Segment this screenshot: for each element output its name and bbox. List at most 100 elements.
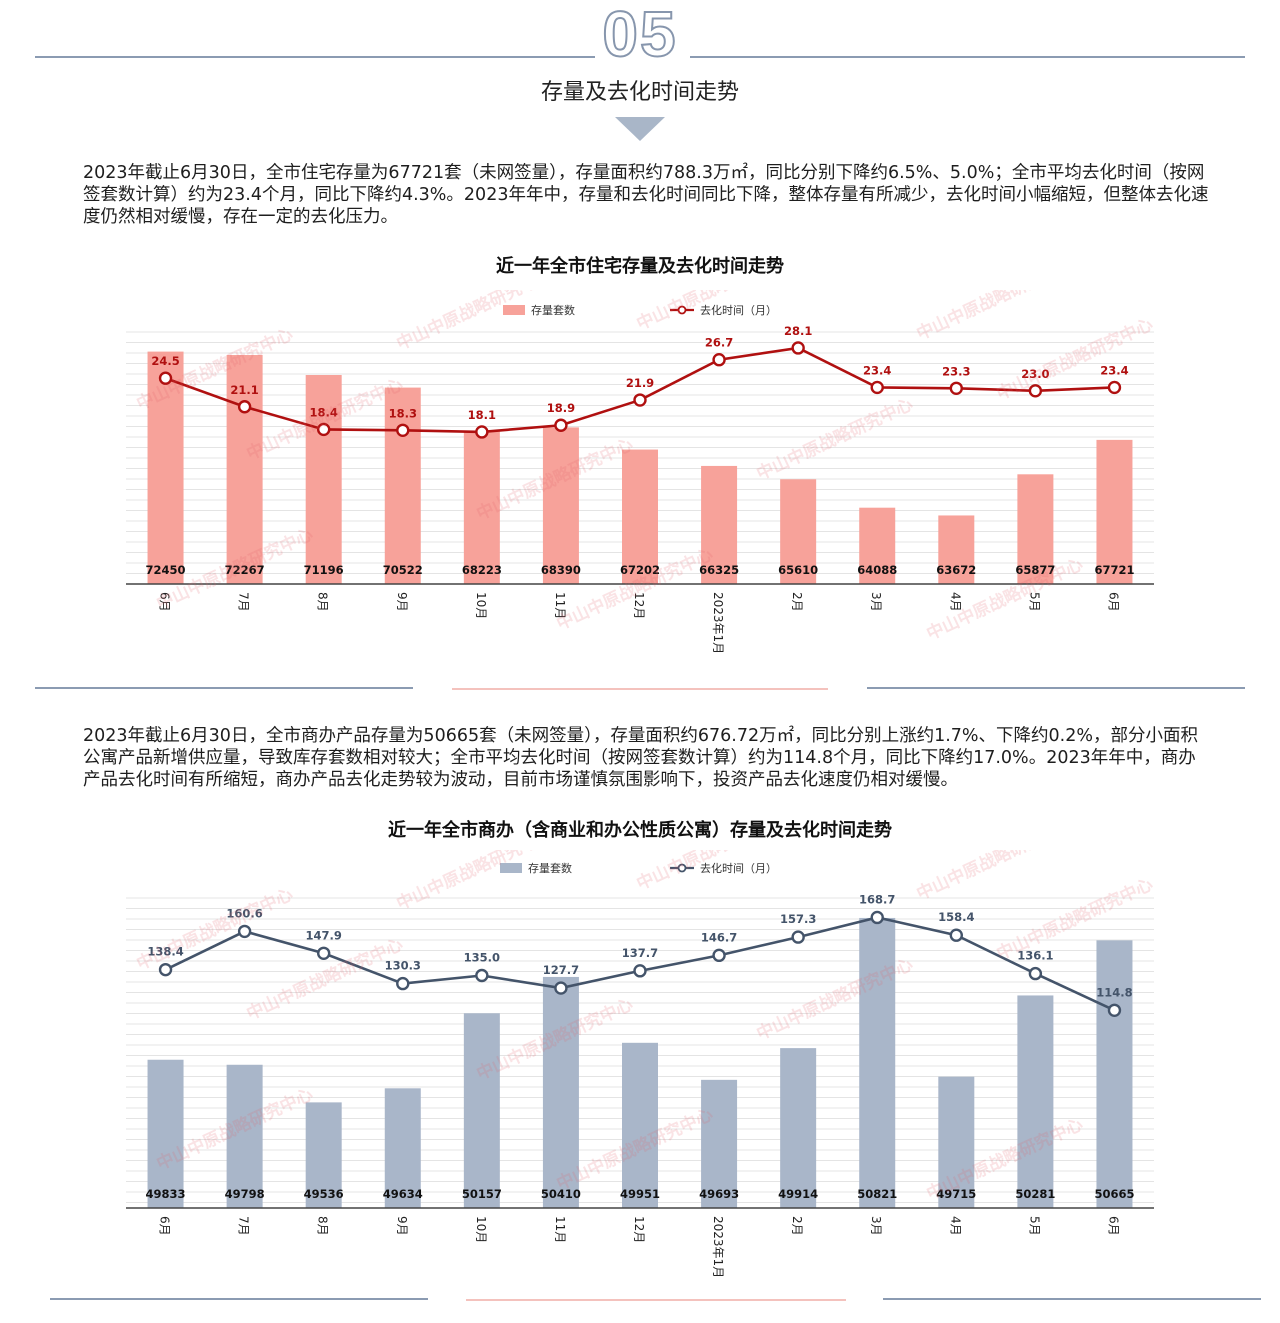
category-label: 4月 <box>948 1216 962 1236</box>
line-value-label: 136.1 <box>1017 949 1053 963</box>
watermark-text: 中山中原战略研究中心 <box>913 850 1076 905</box>
bar <box>1096 439 1133 584</box>
line-value-labels: 138.4 160.6 147.9 130.3 135.0 127.7 137.7 146.7… <box>147 892 1132 999</box>
category-label: 6月 <box>158 1216 172 1236</box>
residential-chart: 存量套数 去化时间（月） 72450 72267 71196 70522 68223 6839… <box>126 290 1156 654</box>
legend-bar-label: 存量套数 <box>528 861 572 875</box>
category-label: 9月 <box>395 1216 409 1236</box>
line-point <box>158 371 173 385</box>
line-value-label: 18.1 <box>468 408 496 422</box>
section-title: 存量及去化时间走势 <box>540 80 739 105</box>
bar-value-labels: 49833 49798 49536 49634 50157 50410 49951 49693… <box>146 1187 1135 1201</box>
line-value-label: 147.9 <box>305 928 341 942</box>
legend-line-label: 去化时间（月） <box>700 303 777 317</box>
line-point <box>1028 384 1043 398</box>
line-value-label: 127.7 <box>543 963 579 977</box>
category-label: 10月 <box>474 592 488 619</box>
line-value-label: 21.9 <box>626 376 654 390</box>
line-point <box>316 946 331 960</box>
section-number: 05 <box>601 0 678 70</box>
bar <box>542 427 579 584</box>
bar-value-labels: 72450 72267 71196 70522 68223 68390 67202 66325… <box>146 563 1135 577</box>
bar <box>938 515 975 584</box>
bar-value-label: 67202 <box>620 563 660 577</box>
bar <box>859 507 896 584</box>
divider-right <box>867 687 1245 689</box>
commercial-chart-title: 近一年全市商办（含商业和办公性质公寓）存量及去化时间走势 <box>388 820 892 841</box>
category-label: 12月 <box>632 592 646 619</box>
commercial-paragraph: 2023年截止6月30日，全市商办产品存量为50665套（未网签量），存量面积约… <box>83 726 1199 790</box>
residential-chart-title: 近一年全市住宅存量及去化时间走势 <box>496 256 784 277</box>
category-label: 11月 <box>553 1216 567 1243</box>
bar <box>226 355 263 584</box>
line-point <box>633 393 647 407</box>
top-rule-right <box>690 56 1245 58</box>
bar <box>622 1042 658 1208</box>
line-point <box>870 910 884 925</box>
divider-center <box>452 688 828 690</box>
bar <box>147 351 184 584</box>
category-label: 4月 <box>948 592 962 612</box>
line-value-label: 114.8 <box>1096 985 1132 999</box>
line-value-label: 157.3 <box>780 912 816 926</box>
line-point <box>316 422 331 437</box>
line-value-label: 130.3 <box>385 959 421 973</box>
bar-value-label: 49715 <box>936 1187 976 1201</box>
legend-line-label: 去化时间（月） <box>700 861 777 875</box>
bar-series <box>147 351 1133 584</box>
category-label: 5月 <box>1027 1216 1041 1236</box>
bar <box>226 1064 263 1208</box>
bar-value-label: 72450 <box>146 563 186 577</box>
line-value-label: 18.4 <box>310 405 338 419</box>
category-labels: 6月 7月 8月 9月 10月 11月 12月 2023年1月 2月 3月 4月 5月 6月 <box>158 592 1121 654</box>
line-point <box>633 964 647 978</box>
bar-value-label: 49951 <box>620 1187 660 1201</box>
watermark-text: 中山中原战略研究中心 <box>393 290 556 355</box>
watermark-text: 中山中原战略研究中心 <box>753 394 916 485</box>
line-value-label: 160.6 <box>226 906 262 920</box>
bar-series <box>147 917 1133 1208</box>
line-points <box>158 341 1122 439</box>
bar <box>780 1048 817 1208</box>
line-value-label: 28.1 <box>784 324 812 338</box>
line-point <box>712 948 726 963</box>
bar <box>147 1059 184 1208</box>
line-point <box>396 976 410 991</box>
bottom-divider-center <box>466 1299 846 1301</box>
bar-value-label: 71196 <box>304 563 344 577</box>
bar-value-label: 67721 <box>1094 563 1134 577</box>
divider-left <box>35 687 413 689</box>
line-point <box>237 400 252 414</box>
line-value-label: 137.7 <box>622 946 658 960</box>
bar-value-label: 49536 <box>304 1187 344 1201</box>
line-value-label: 23.4 <box>1100 363 1128 377</box>
bar <box>622 449 658 584</box>
bar <box>938 1076 975 1208</box>
line-point <box>237 924 252 939</box>
category-label: 6月 <box>1106 1216 1120 1236</box>
category-label: 8月 <box>316 1216 330 1236</box>
line-point <box>712 353 726 367</box>
line-value-label: 24.5 <box>151 354 179 368</box>
down-triangle-icon <box>615 117 665 141</box>
line-point <box>949 381 964 395</box>
legend: 存量套数 去化时间（月） <box>503 303 777 317</box>
bar-value-label: 50157 <box>462 1187 502 1201</box>
category-label: 10月 <box>474 1216 488 1243</box>
category-label: 3月 <box>869 1216 883 1236</box>
line-value-label: 158.4 <box>938 910 974 924</box>
bar-value-label: 50821 <box>857 1187 897 1201</box>
bar <box>305 375 342 584</box>
line-value-label: 23.0 <box>1021 367 1049 381</box>
line-point <box>475 968 489 983</box>
bar <box>1017 995 1054 1208</box>
category-label: 7月 <box>237 592 251 612</box>
category-labels: 6月 7月 8月 9月 10月 11月 12月 2023年1月 2月 3月 4月 5月 6月 <box>158 1216 1121 1278</box>
legend-line-marker <box>677 305 687 315</box>
bar <box>305 1102 342 1208</box>
bottom-divider-left <box>50 1298 428 1300</box>
legend-bar-swatch <box>500 863 522 873</box>
watermark-text: 中山中原战略研究中心 <box>393 850 556 915</box>
line-point <box>475 425 489 439</box>
